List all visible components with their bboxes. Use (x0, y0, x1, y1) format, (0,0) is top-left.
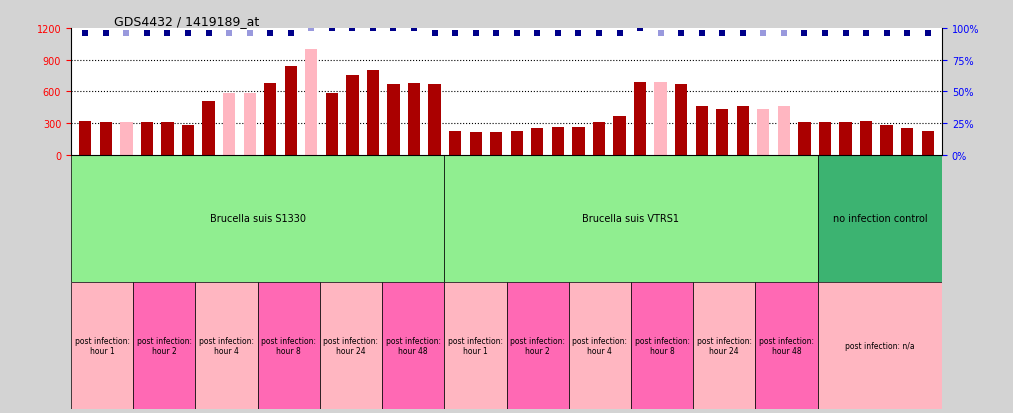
Bar (922, 131, 934, 156)
Bar (449, 132, 461, 156)
Text: Brucella suis VTRS1: Brucella suis VTRS1 (582, 214, 680, 224)
FancyBboxPatch shape (257, 282, 320, 409)
Bar (716, 110, 728, 156)
Text: no infection control: no infection control (833, 214, 927, 224)
FancyBboxPatch shape (133, 282, 196, 409)
Bar (305, 50, 317, 156)
Text: post infection:
hour 2: post infection: hour 2 (511, 336, 565, 355)
Text: post infection:
hour 2: post infection: hour 2 (137, 336, 191, 355)
FancyBboxPatch shape (445, 282, 506, 409)
FancyBboxPatch shape (445, 156, 817, 282)
Text: post infection:
hour 1: post infection: hour 1 (448, 336, 502, 355)
Bar (901, 129, 914, 156)
FancyBboxPatch shape (631, 282, 693, 409)
Bar (243, 93, 256, 156)
Bar (654, 83, 667, 156)
Bar (408, 84, 420, 156)
Bar (860, 122, 872, 156)
Bar (387, 85, 400, 156)
Bar (840, 123, 852, 156)
Text: post infection:
hour 1: post infection: hour 1 (75, 336, 130, 355)
Text: Brucella suis S1330: Brucella suis S1330 (210, 214, 306, 224)
Text: post infection:
hour 8: post infection: hour 8 (261, 336, 316, 355)
Bar (326, 93, 338, 156)
Bar (634, 83, 646, 156)
Bar (880, 126, 892, 156)
Text: GDS4432 / 1419189_at: GDS4432 / 1419189_at (114, 15, 259, 28)
FancyBboxPatch shape (506, 282, 568, 409)
Bar (736, 107, 749, 156)
Text: post infection:
hour 4: post infection: hour 4 (199, 336, 254, 355)
FancyBboxPatch shape (817, 282, 942, 409)
Bar (264, 84, 277, 156)
Text: post infection:
hour 24: post infection: hour 24 (697, 336, 752, 355)
FancyBboxPatch shape (756, 282, 817, 409)
Bar (490, 133, 502, 156)
FancyBboxPatch shape (196, 282, 257, 409)
Bar (121, 123, 133, 156)
Bar (531, 129, 544, 156)
Bar (346, 75, 359, 156)
Bar (675, 85, 687, 156)
Bar (367, 71, 379, 156)
Bar (552, 128, 564, 156)
Bar (696, 107, 708, 156)
FancyBboxPatch shape (568, 282, 631, 409)
Text: post infection:
hour 48: post infection: hour 48 (386, 336, 441, 355)
Bar (613, 116, 626, 156)
FancyBboxPatch shape (382, 282, 445, 409)
Bar (572, 128, 585, 156)
Text: post infection: n/a: post infection: n/a (845, 341, 915, 350)
Text: post infection:
hour 24: post infection: hour 24 (323, 336, 379, 355)
Bar (203, 102, 215, 156)
Bar (99, 123, 112, 156)
FancyBboxPatch shape (71, 282, 133, 409)
FancyBboxPatch shape (693, 282, 756, 409)
Bar (141, 123, 153, 156)
Bar (593, 123, 605, 156)
Bar (819, 123, 831, 156)
FancyBboxPatch shape (71, 156, 445, 282)
Bar (428, 85, 441, 156)
Bar (778, 107, 790, 156)
Bar (511, 131, 523, 156)
Bar (223, 93, 235, 156)
Text: post infection:
hour 8: post infection: hour 8 (634, 336, 690, 355)
Bar (757, 110, 770, 156)
Bar (469, 133, 482, 156)
Bar (161, 123, 173, 156)
Bar (798, 123, 810, 156)
Bar (182, 126, 194, 156)
Text: post infection:
hour 48: post infection: hour 48 (759, 336, 814, 355)
FancyBboxPatch shape (817, 156, 942, 282)
FancyBboxPatch shape (320, 282, 382, 409)
Bar (79, 122, 91, 156)
Bar (285, 67, 297, 156)
Text: post infection:
hour 4: post infection: hour 4 (572, 336, 627, 355)
